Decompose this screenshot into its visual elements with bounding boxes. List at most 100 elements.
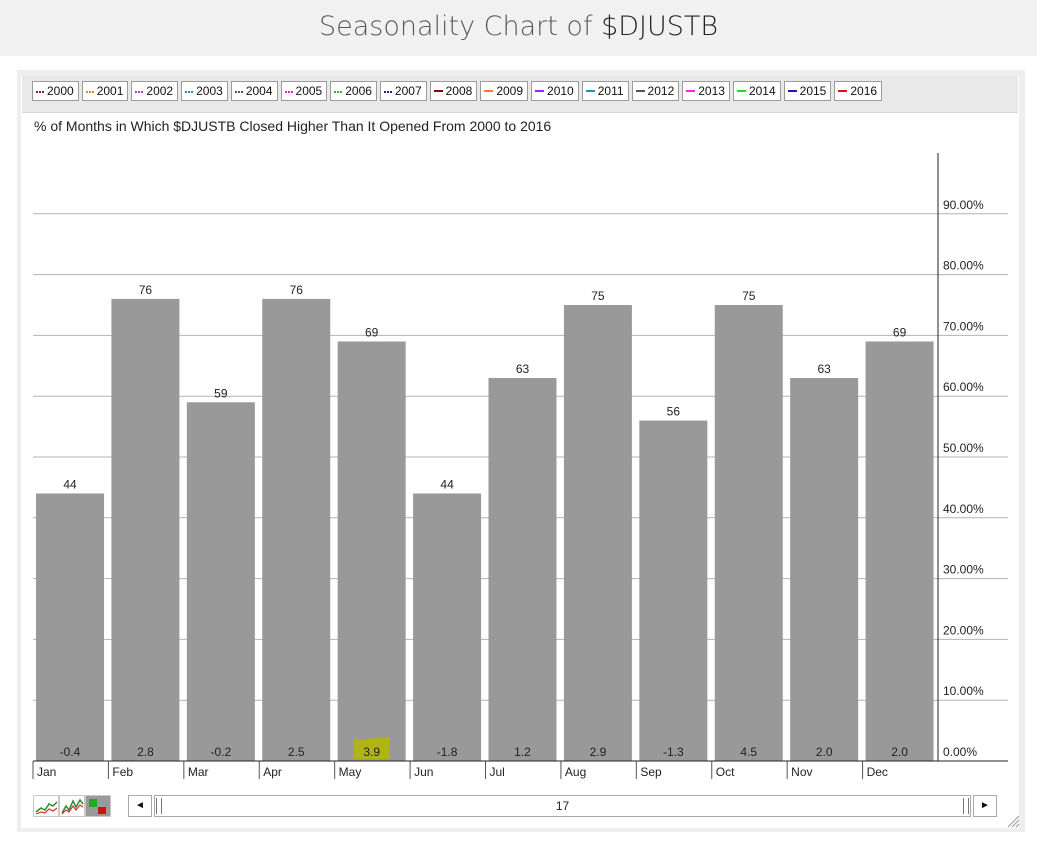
legend-item-2009[interactable]: 2009: [480, 81, 529, 101]
bar-value-label: 75: [591, 289, 605, 303]
legend-label: 2014: [748, 84, 776, 98]
avg-return-label: 2.8: [137, 745, 154, 759]
legend-label: 2004: [245, 84, 273, 98]
bar-jul: [488, 377, 557, 761]
legend-marker-icon: [185, 90, 194, 93]
legend-item-2012[interactable]: 2012: [631, 81, 680, 101]
legend-marker-icon: [635, 90, 645, 92]
legend-item-2003[interactable]: 2003: [181, 81, 228, 101]
legend-label: 2015: [799, 84, 827, 98]
bar-mar: [186, 402, 255, 761]
legend-label: 2006: [345, 84, 372, 98]
legend-marker-icon: [36, 90, 44, 93]
scrollbar-thumb[interactable]: 17: [155, 796, 970, 816]
year-legend: 2000 2001 2002 2003 2004 2005 2006 2007 2008 2009…: [22, 76, 1018, 113]
x-tick-label: Mar: [188, 765, 209, 779]
legend-item-2005[interactable]: 2005: [280, 81, 328, 101]
y-tick-label: 80.00%: [943, 259, 984, 273]
bar-value-label: 69: [893, 325, 907, 339]
bar-value-label: 76: [139, 283, 153, 297]
title-symbol: $DJUSTB: [601, 11, 719, 42]
bar-value-label: 69: [365, 325, 379, 339]
x-tick-label: Sep: [640, 765, 662, 779]
bar-apr: [262, 298, 331, 761]
bar-jun: [413, 493, 482, 761]
y-tick-label: 60.00%: [943, 380, 984, 394]
legend-label: 2012: [647, 84, 675, 98]
legend-item-2011[interactable]: 2011: [581, 81, 629, 101]
legend-item-2010[interactable]: 2010: [531, 81, 579, 101]
thumb-left-grip[interactable]: [156, 798, 162, 814]
avg-return-label: 4.5: [740, 745, 757, 759]
legend-item-2001[interactable]: 2001: [81, 81, 129, 101]
resize-grip-icon[interactable]: [1006, 814, 1020, 828]
x-tick-label: Jul: [490, 765, 505, 779]
bar-nov: [790, 377, 859, 761]
avg-return-label: 2.5: [288, 745, 305, 759]
bar-value-label: 76: [290, 283, 304, 297]
legend-label: 2005: [295, 84, 323, 98]
legend-item-2008[interactable]: 2008: [429, 81, 478, 101]
scroll-value: 17: [555, 799, 570, 813]
avg-return-label: -1.8: [437, 745, 458, 759]
seasonality-bar-icon[interactable]: [85, 795, 111, 817]
legend-label: 2001: [96, 84, 124, 98]
legend-marker-icon: [535, 90, 545, 92]
legend-item-2004[interactable]: 2004: [230, 81, 278, 101]
bar-may: [337, 341, 406, 761]
legend-label: 2013: [698, 84, 725, 98]
avg-return-label: 1.2: [514, 745, 531, 759]
bar-value-label: 44: [63, 477, 77, 491]
avg-return-label: 2.0: [816, 745, 833, 759]
bar-feb: [111, 298, 180, 761]
legend-item-2013[interactable]: 2013: [682, 81, 730, 101]
page-header: Seasonality Chart of $DJUSTB: [0, 0, 1037, 56]
x-tick-label: Oct: [716, 765, 735, 779]
legend-marker-icon: [284, 90, 293, 93]
scroll-right-button[interactable]: ►: [973, 795, 997, 817]
legend-item-2006[interactable]: 2006: [330, 81, 377, 101]
line-chart-icon[interactable]: [33, 795, 59, 817]
bar-jan: [36, 493, 104, 761]
legend-marker-icon: [135, 90, 144, 93]
title-prefix: Seasonality Chart of: [318, 11, 602, 42]
legend-item-2007[interactable]: 2007: [379, 81, 427, 101]
avg-return-label: -0.4: [60, 745, 81, 759]
y-tick-label: 0.00%: [943, 745, 977, 759]
y-tick-label: 70.00%: [943, 319, 984, 333]
legend-item-2014[interactable]: 2014: [732, 81, 781, 101]
y-tick-label: 20.00%: [943, 623, 984, 637]
legend-marker-icon: [686, 90, 696, 92]
scroll-left-button[interactable]: ◄: [128, 795, 152, 817]
legend-label: 2003: [196, 84, 223, 98]
legend-marker-icon: [433, 90, 443, 92]
legend-label: 2000: [47, 84, 74, 98]
bar-value-label: 44: [440, 477, 454, 491]
legend-item-2002[interactable]: 2002: [131, 81, 179, 101]
legend-label: 2011: [597, 84, 624, 98]
legend-item-2000[interactable]: 2000: [32, 81, 79, 101]
legend-marker-icon: [85, 90, 94, 93]
legend-marker-icon: [787, 90, 797, 92]
y-tick-label: 40.00%: [943, 502, 984, 516]
bar-sep: [639, 420, 708, 761]
x-tick-label: Jun: [414, 765, 433, 779]
bar-value-label: 63: [817, 362, 831, 376]
x-tick-label: May: [339, 765, 362, 779]
y-tick-label: 30.00%: [943, 563, 984, 577]
legend-item-2015[interactable]: 2015: [783, 81, 832, 101]
legend-marker-icon: [234, 90, 243, 93]
thumb-right-grip[interactable]: [963, 798, 969, 814]
legend-item-2016[interactable]: 2016: [834, 81, 883, 101]
legend-label: 2008: [445, 84, 473, 98]
bar-aug: [563, 305, 632, 761]
bar-value-label: 56: [667, 405, 681, 419]
chart-type-toolbar: [33, 795, 111, 817]
period-scrollbar[interactable]: 17: [154, 795, 971, 817]
bar-oct: [714, 305, 783, 761]
x-tick-label: Nov: [791, 765, 812, 779]
performance-chart-icon[interactable]: [59, 795, 85, 817]
y-tick-label: 10.00%: [943, 684, 984, 698]
legend-marker-icon: [585, 90, 595, 92]
legend-label: 2009: [496, 84, 524, 98]
